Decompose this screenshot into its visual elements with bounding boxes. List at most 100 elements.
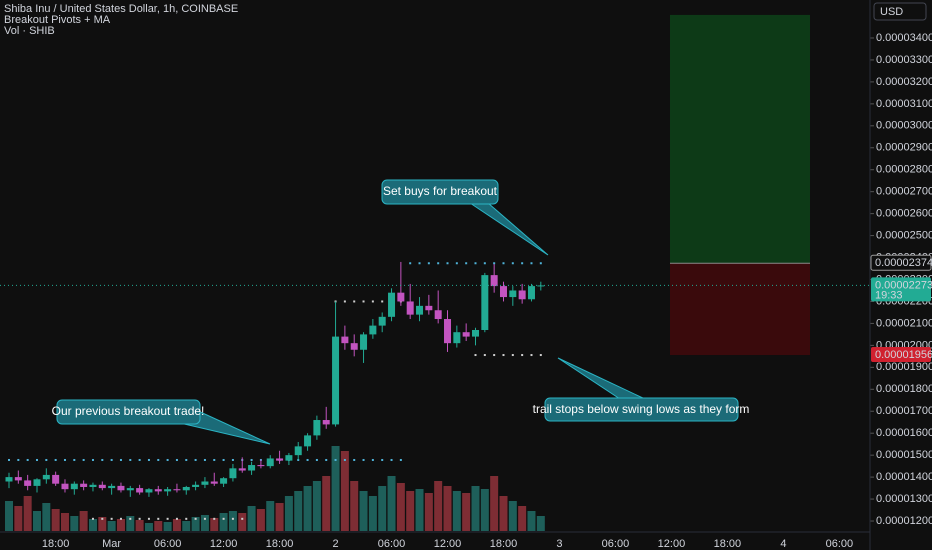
pivot-dot bbox=[371, 458, 374, 461]
candle-body bbox=[42, 474, 50, 480]
x-tick-label: 4 bbox=[780, 538, 786, 550]
candle-body bbox=[61, 483, 69, 490]
candle-body bbox=[434, 310, 442, 320]
volume-bar bbox=[303, 486, 312, 531]
pivot-dot bbox=[493, 262, 496, 265]
pivot-dot bbox=[530, 354, 533, 357]
volume-bar bbox=[23, 496, 32, 531]
x-tick-label: 18:00 bbox=[714, 538, 742, 550]
candle-body bbox=[322, 420, 330, 425]
pivot-dot bbox=[306, 458, 309, 461]
pivot-dot bbox=[17, 458, 20, 461]
pivot-dot bbox=[175, 458, 178, 461]
candle-body bbox=[266, 458, 274, 467]
candle-body bbox=[70, 483, 78, 490]
x-tick-label: 06:00 bbox=[378, 538, 406, 550]
pivot-dot bbox=[110, 517, 113, 520]
candle-body bbox=[117, 485, 125, 491]
background-layer: 0.00001200 0.00001300 0.00001400 0.00001500… bbox=[5, 14, 932, 550]
volume-bar bbox=[219, 513, 228, 531]
candle-body bbox=[462, 332, 470, 337]
pivot-dot bbox=[203, 458, 206, 461]
candle-body bbox=[397, 292, 405, 302]
candle-body bbox=[406, 301, 414, 315]
y-tick-label: 0.00002100 bbox=[876, 317, 932, 329]
volume-bar bbox=[5, 501, 13, 531]
candle-body bbox=[182, 486, 190, 491]
candle-body bbox=[388, 292, 396, 317]
volume-bar bbox=[387, 476, 396, 531]
y-tick-label: 0.00003300 bbox=[876, 54, 932, 66]
volume-bar bbox=[452, 491, 461, 531]
pivot-dot bbox=[502, 354, 505, 357]
volume-bar bbox=[490, 476, 499, 531]
pivot-dot bbox=[147, 517, 150, 520]
volume-bar bbox=[480, 489, 489, 531]
pivot-dot bbox=[521, 354, 524, 357]
candle-body bbox=[304, 435, 312, 447]
pivot-dot bbox=[502, 262, 505, 265]
volume-bar bbox=[79, 511, 88, 531]
y-tick-label: 0.00001900 bbox=[876, 361, 932, 373]
pivot-dot bbox=[353, 458, 356, 461]
volume-bar bbox=[126, 516, 135, 531]
pivot-dot bbox=[250, 458, 253, 461]
currency-label[interactable]: USD bbox=[880, 6, 903, 18]
pivot-dot bbox=[483, 262, 486, 265]
pivot-dot bbox=[110, 458, 113, 461]
candle-body bbox=[378, 316, 386, 326]
volume-bar bbox=[210, 518, 219, 531]
x-tick-label: 12:00 bbox=[658, 538, 686, 550]
y-tick-label: 0.00001600 bbox=[876, 427, 932, 439]
pivot-dot bbox=[381, 458, 384, 461]
volume-bar bbox=[238, 513, 247, 531]
candle-body bbox=[453, 332, 461, 344]
candle-body bbox=[5, 477, 13, 482]
y-tick-label: 0.00002900 bbox=[876, 142, 932, 154]
candle-body bbox=[164, 489, 172, 492]
pivot-dot bbox=[54, 458, 57, 461]
volume-bar bbox=[266, 501, 275, 531]
candle-body bbox=[210, 481, 218, 484]
stop-tag bbox=[871, 347, 931, 363]
pivot-dot bbox=[427, 262, 430, 265]
y-tick-label: 0.00003000 bbox=[876, 120, 932, 132]
volume-bar bbox=[462, 493, 471, 531]
y-tick-label: 0.00001400 bbox=[876, 471, 932, 483]
volume-bar bbox=[14, 506, 23, 531]
volume-bar bbox=[163, 522, 172, 531]
candle-body bbox=[201, 481, 209, 485]
y-tick-label: 0.00003400 bbox=[876, 32, 932, 44]
x-tick-label: Mar bbox=[102, 538, 121, 550]
pivot-dot bbox=[343, 458, 346, 461]
candle-body bbox=[80, 483, 88, 487]
pivot-dot bbox=[138, 458, 141, 461]
volume-bar bbox=[396, 483, 405, 531]
x-tick-label: 18:00 bbox=[42, 538, 70, 550]
candle-body bbox=[154, 489, 162, 492]
pivot-dot bbox=[194, 458, 197, 461]
pivot-dot bbox=[91, 458, 94, 461]
y-tick-label: 0.00003200 bbox=[876, 76, 932, 88]
candle-body bbox=[14, 477, 22, 481]
volume-bar bbox=[527, 511, 536, 531]
pivot-dot bbox=[175, 517, 178, 520]
candle-body bbox=[294, 446, 302, 456]
volume-bar bbox=[107, 521, 116, 531]
candle-body bbox=[276, 458, 284, 461]
volume-bar bbox=[294, 491, 303, 531]
volume-bar bbox=[471, 486, 480, 531]
entry-tag bbox=[870, 254, 932, 271]
annotation: Our previous breakout trade! bbox=[52, 399, 271, 445]
volume-bar bbox=[135, 520, 144, 531]
pivot-dot bbox=[166, 517, 169, 520]
pivot-dot bbox=[343, 300, 346, 303]
entry-tag-label: 0.00002374 bbox=[875, 257, 932, 269]
pivot-dot bbox=[511, 354, 514, 357]
currency-button[interactable] bbox=[873, 2, 927, 21]
pivot-dot bbox=[455, 262, 458, 265]
pivot-dot bbox=[511, 262, 514, 265]
volume-bar bbox=[191, 517, 200, 531]
pivot-dot bbox=[539, 354, 542, 357]
